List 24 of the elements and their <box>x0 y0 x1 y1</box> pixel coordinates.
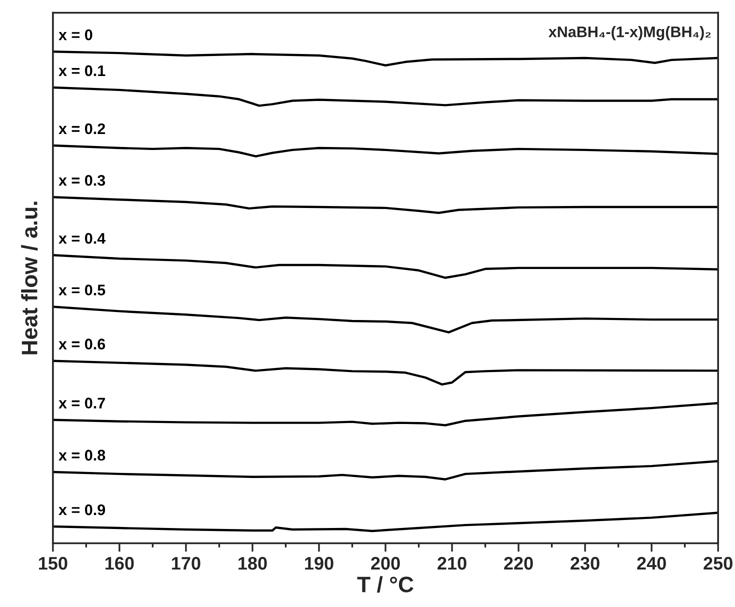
series-label: x = 0.8 <box>58 450 106 461</box>
series-label: x = 0.2 <box>58 123 106 134</box>
x-tick-label: 200 <box>371 556 400 570</box>
series-label: x = 0.5 <box>58 284 106 296</box>
x-tick-label: 210 <box>438 556 466 570</box>
x-tick-label: 230 <box>570 556 600 570</box>
x-tick-label: 190 <box>305 556 334 570</box>
y-axis-title: Heat flow / a.u. <box>21 202 38 354</box>
series-label: x = 0.4 <box>58 232 106 244</box>
series-label: x = 0.1 <box>58 65 106 76</box>
x-tick-label: 240 <box>637 556 666 570</box>
x-tick-label: 180 <box>238 556 267 570</box>
series-label: x = 0.3 <box>58 174 106 186</box>
x-axis-title: T / °C <box>357 576 414 593</box>
x-tick-label: 150 <box>38 556 68 570</box>
series-label: x = 0.7 <box>58 398 105 408</box>
series-label: x = 0 <box>58 29 92 40</box>
x-tick-label: 220 <box>504 556 533 570</box>
text: xNaBH₄-(1-x)Mg(BH₄)₂ <box>548 26 711 40</box>
series-label: x = 0.6 <box>58 338 106 350</box>
x-tick-label: 250 <box>704 556 732 570</box>
series-label: x = 0.9 <box>58 504 106 516</box>
x-tick-label: 160 <box>106 556 134 570</box>
x-tick-label: 170 <box>172 556 200 570</box>
